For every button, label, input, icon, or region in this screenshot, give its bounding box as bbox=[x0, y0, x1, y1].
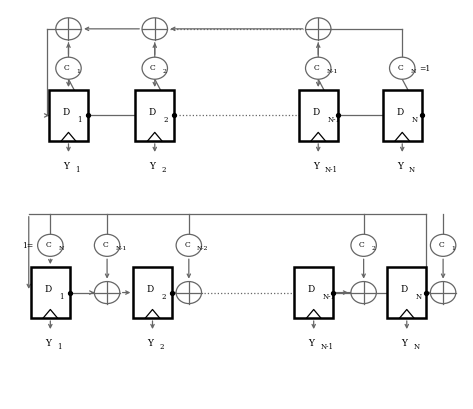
Text: Y: Y bbox=[402, 338, 408, 347]
Text: 1: 1 bbox=[75, 165, 80, 173]
Circle shape bbox=[56, 19, 81, 41]
Text: Y: Y bbox=[149, 161, 156, 170]
Text: Y: Y bbox=[45, 338, 51, 347]
Text: 2: 2 bbox=[159, 342, 164, 350]
Text: Y: Y bbox=[308, 338, 315, 347]
Bar bbox=[383, 91, 421, 142]
Bar bbox=[294, 267, 333, 318]
Text: N: N bbox=[59, 245, 64, 251]
Text: Y: Y bbox=[63, 161, 69, 170]
Text: N: N bbox=[412, 116, 418, 124]
Text: C: C bbox=[184, 240, 190, 248]
Bar bbox=[387, 267, 426, 318]
Text: N-1: N-1 bbox=[323, 293, 336, 301]
Text: N: N bbox=[409, 165, 415, 173]
Circle shape bbox=[351, 235, 377, 257]
Text: 2: 2 bbox=[162, 293, 166, 301]
Text: 1: 1 bbox=[78, 116, 82, 124]
Text: C: C bbox=[438, 240, 444, 248]
Text: N: N bbox=[413, 342, 420, 350]
Bar bbox=[299, 91, 338, 142]
Text: N-2: N-2 bbox=[197, 245, 209, 251]
Circle shape bbox=[142, 19, 167, 41]
Text: D: D bbox=[401, 284, 408, 293]
Text: D: D bbox=[308, 284, 315, 293]
Text: C: C bbox=[150, 63, 156, 72]
Circle shape bbox=[390, 58, 415, 80]
Text: 1: 1 bbox=[451, 245, 455, 251]
Circle shape bbox=[176, 282, 201, 304]
Text: N-1: N-1 bbox=[321, 342, 333, 350]
Text: D: D bbox=[396, 108, 403, 117]
Text: C: C bbox=[314, 63, 319, 72]
Circle shape bbox=[430, 235, 456, 257]
Text: 2: 2 bbox=[372, 245, 376, 251]
Text: 2: 2 bbox=[163, 69, 167, 74]
Text: D: D bbox=[44, 284, 52, 293]
Text: 1: 1 bbox=[77, 69, 81, 74]
Circle shape bbox=[142, 58, 167, 80]
Text: =1: =1 bbox=[420, 65, 431, 73]
Text: C: C bbox=[45, 240, 52, 248]
Circle shape bbox=[176, 235, 201, 257]
Circle shape bbox=[306, 19, 331, 41]
Circle shape bbox=[56, 58, 81, 80]
Bar bbox=[31, 267, 70, 318]
Text: N-1: N-1 bbox=[325, 165, 338, 173]
Text: Y: Y bbox=[397, 161, 403, 170]
Circle shape bbox=[95, 235, 120, 257]
Bar bbox=[133, 267, 172, 318]
Text: D: D bbox=[147, 284, 154, 293]
Bar bbox=[49, 91, 88, 142]
Text: C: C bbox=[359, 240, 365, 248]
Text: N-1: N-1 bbox=[327, 116, 340, 124]
Circle shape bbox=[430, 282, 456, 304]
Text: Y: Y bbox=[147, 338, 153, 347]
Text: N: N bbox=[411, 69, 416, 74]
Text: Y: Y bbox=[313, 161, 319, 170]
Text: 1=: 1= bbox=[22, 242, 33, 250]
Text: C: C bbox=[397, 63, 403, 72]
Circle shape bbox=[38, 235, 63, 257]
Bar bbox=[135, 91, 174, 142]
Text: C: C bbox=[64, 63, 70, 72]
Text: C: C bbox=[102, 240, 108, 248]
Circle shape bbox=[306, 58, 331, 80]
Text: N-1: N-1 bbox=[115, 245, 127, 251]
Text: 1: 1 bbox=[57, 342, 61, 350]
Text: D: D bbox=[62, 108, 70, 117]
Text: D: D bbox=[312, 108, 320, 117]
Text: 1: 1 bbox=[60, 293, 64, 301]
Text: 2: 2 bbox=[164, 116, 168, 124]
Circle shape bbox=[95, 282, 120, 304]
Text: D: D bbox=[149, 108, 156, 117]
Text: N-1: N-1 bbox=[326, 69, 338, 74]
Text: N: N bbox=[416, 293, 422, 301]
Circle shape bbox=[351, 282, 377, 304]
Text: 2: 2 bbox=[162, 165, 166, 173]
